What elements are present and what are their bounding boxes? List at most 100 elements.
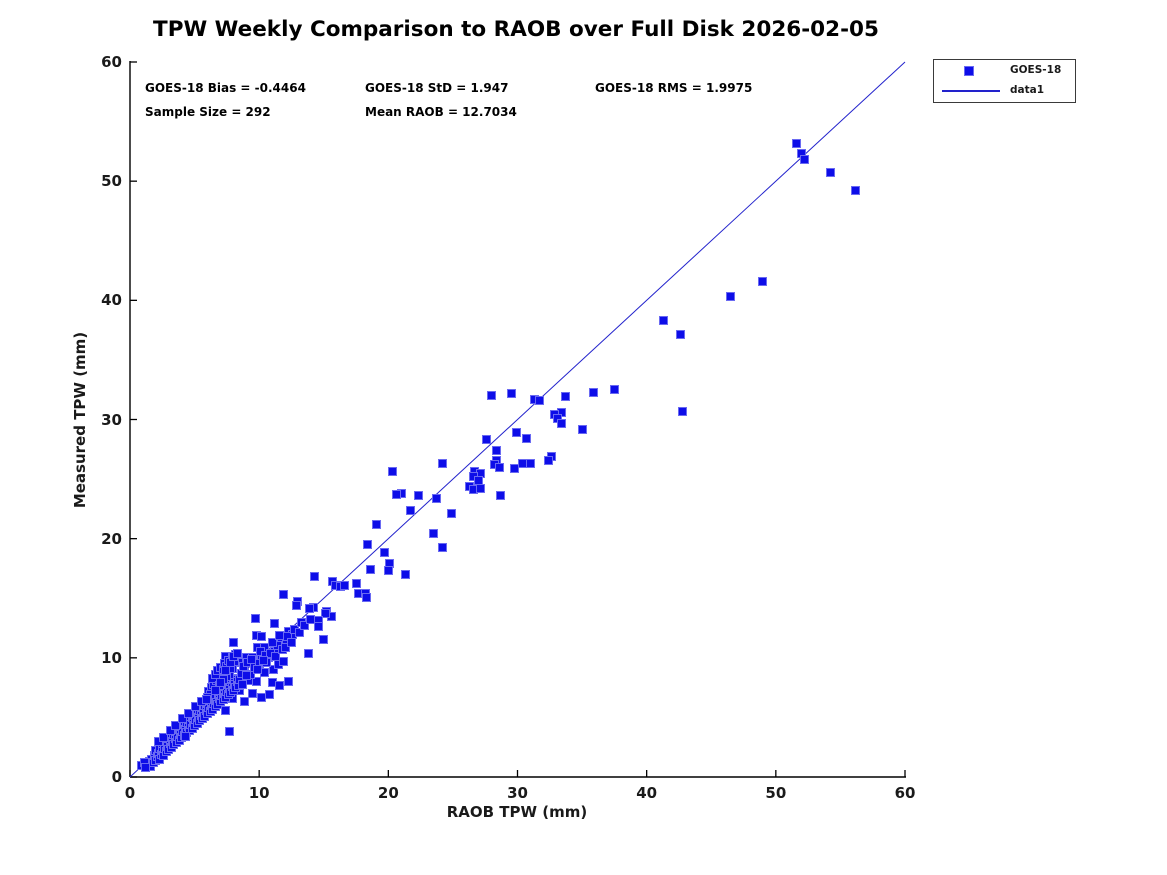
scatter-point — [236, 686, 244, 694]
scatter-point — [355, 589, 363, 597]
scatter-point — [471, 468, 479, 476]
y-tick-label: 20 — [101, 529, 122, 548]
stat-sample-size: Sample Size = 292 — [145, 105, 271, 119]
x-tick-label: 10 — [248, 784, 270, 802]
scatter-point — [166, 727, 174, 735]
scatter-point — [493, 456, 501, 464]
scatter-point — [280, 657, 288, 665]
scatter-point — [490, 461, 498, 469]
scatter-point — [294, 598, 302, 606]
scatter-point — [210, 680, 218, 688]
scatter-point — [245, 676, 253, 684]
scatter-point — [182, 732, 190, 740]
scatter-point — [470, 486, 478, 494]
scatter-point — [340, 581, 348, 589]
scatter-point — [246, 671, 254, 679]
scatter-point — [227, 659, 235, 667]
scatter-point — [242, 672, 250, 680]
scatter-point — [497, 492, 505, 500]
scatter-point — [470, 473, 478, 481]
scatter-point — [272, 653, 280, 661]
scatter-point — [223, 673, 231, 681]
scatter-point — [300, 622, 308, 630]
scatter-point — [241, 668, 249, 676]
scatter-point — [223, 662, 231, 670]
scatter-point — [362, 593, 370, 601]
scatter-point — [727, 293, 735, 301]
x-tick-label: 60 — [894, 784, 916, 802]
scatter-point — [148, 755, 156, 763]
x-tick-label: 0 — [124, 784, 136, 802]
scatter-point — [260, 668, 268, 676]
scatter-point — [238, 680, 246, 688]
scatter-point — [207, 684, 215, 692]
scatter-point — [249, 690, 257, 698]
scatter-point — [547, 452, 555, 460]
x-tick-label: 20 — [377, 784, 399, 802]
scatter-point — [321, 610, 329, 618]
scatter-point — [526, 460, 534, 468]
scatter-point — [216, 679, 224, 687]
scatter-point — [320, 636, 328, 644]
scatter-point — [439, 460, 447, 468]
scatter-point — [260, 643, 268, 651]
scatter-point — [329, 578, 337, 586]
scatter-point — [211, 686, 219, 694]
scatter-point — [192, 703, 200, 711]
scatter-point — [307, 616, 315, 624]
scatter-point — [331, 581, 339, 589]
scatter-point — [241, 698, 249, 706]
y-tick-label: 30 — [101, 410, 122, 429]
scatter-point — [315, 617, 323, 625]
scatter-point — [535, 396, 543, 404]
scatter-point — [158, 740, 166, 748]
scatter-point — [373, 520, 381, 528]
scatter-point — [676, 331, 684, 339]
scatter-point — [392, 491, 400, 499]
scatter-point — [493, 446, 501, 454]
scatter-point — [258, 653, 266, 661]
scatter-point — [759, 277, 767, 285]
scatter-point — [154, 737, 162, 745]
scatter-point — [826, 169, 834, 177]
scatter-point — [380, 549, 388, 557]
scatter-point — [229, 638, 237, 646]
scatter-point — [276, 631, 284, 639]
scatter-point — [184, 710, 192, 718]
scatter-point — [430, 530, 438, 538]
scatter-point — [432, 494, 440, 502]
scatter-point — [263, 659, 271, 667]
scatter-point — [557, 408, 565, 416]
legend-square-marker-icon — [965, 67, 973, 76]
scatter-point — [388, 468, 396, 476]
scatter-point — [218, 669, 226, 677]
scatter-point — [293, 601, 301, 609]
scatter-point — [530, 395, 538, 403]
scatter-point — [306, 605, 314, 613]
scatter-point — [366, 566, 374, 574]
scatter-point — [315, 623, 323, 631]
y-tick-label: 40 — [101, 291, 122, 310]
scatter-point — [386, 560, 394, 568]
scatter-point — [156, 755, 164, 763]
scatter-point — [290, 625, 298, 633]
legend-line-icon — [942, 89, 1000, 92]
scatter-point — [215, 673, 223, 681]
scatter-point — [244, 659, 252, 667]
stat-mean-raob: Mean RAOB = 12.7034 — [365, 105, 517, 119]
scatter-point — [401, 570, 409, 578]
scatter-point — [160, 752, 168, 760]
scatter-point — [275, 661, 283, 669]
scatter-point — [277, 640, 285, 648]
scatter-point — [557, 419, 565, 427]
scatter-point — [610, 386, 618, 394]
scatter-point — [523, 435, 531, 443]
scatter-point — [282, 636, 290, 644]
scatter-point — [237, 669, 245, 677]
scatter-point — [488, 392, 496, 400]
x-tick-label: 40 — [636, 784, 658, 802]
scatter-point — [311, 573, 319, 581]
scatter-point — [209, 674, 217, 682]
scatter-point — [222, 667, 230, 675]
scatter-point — [284, 632, 292, 640]
